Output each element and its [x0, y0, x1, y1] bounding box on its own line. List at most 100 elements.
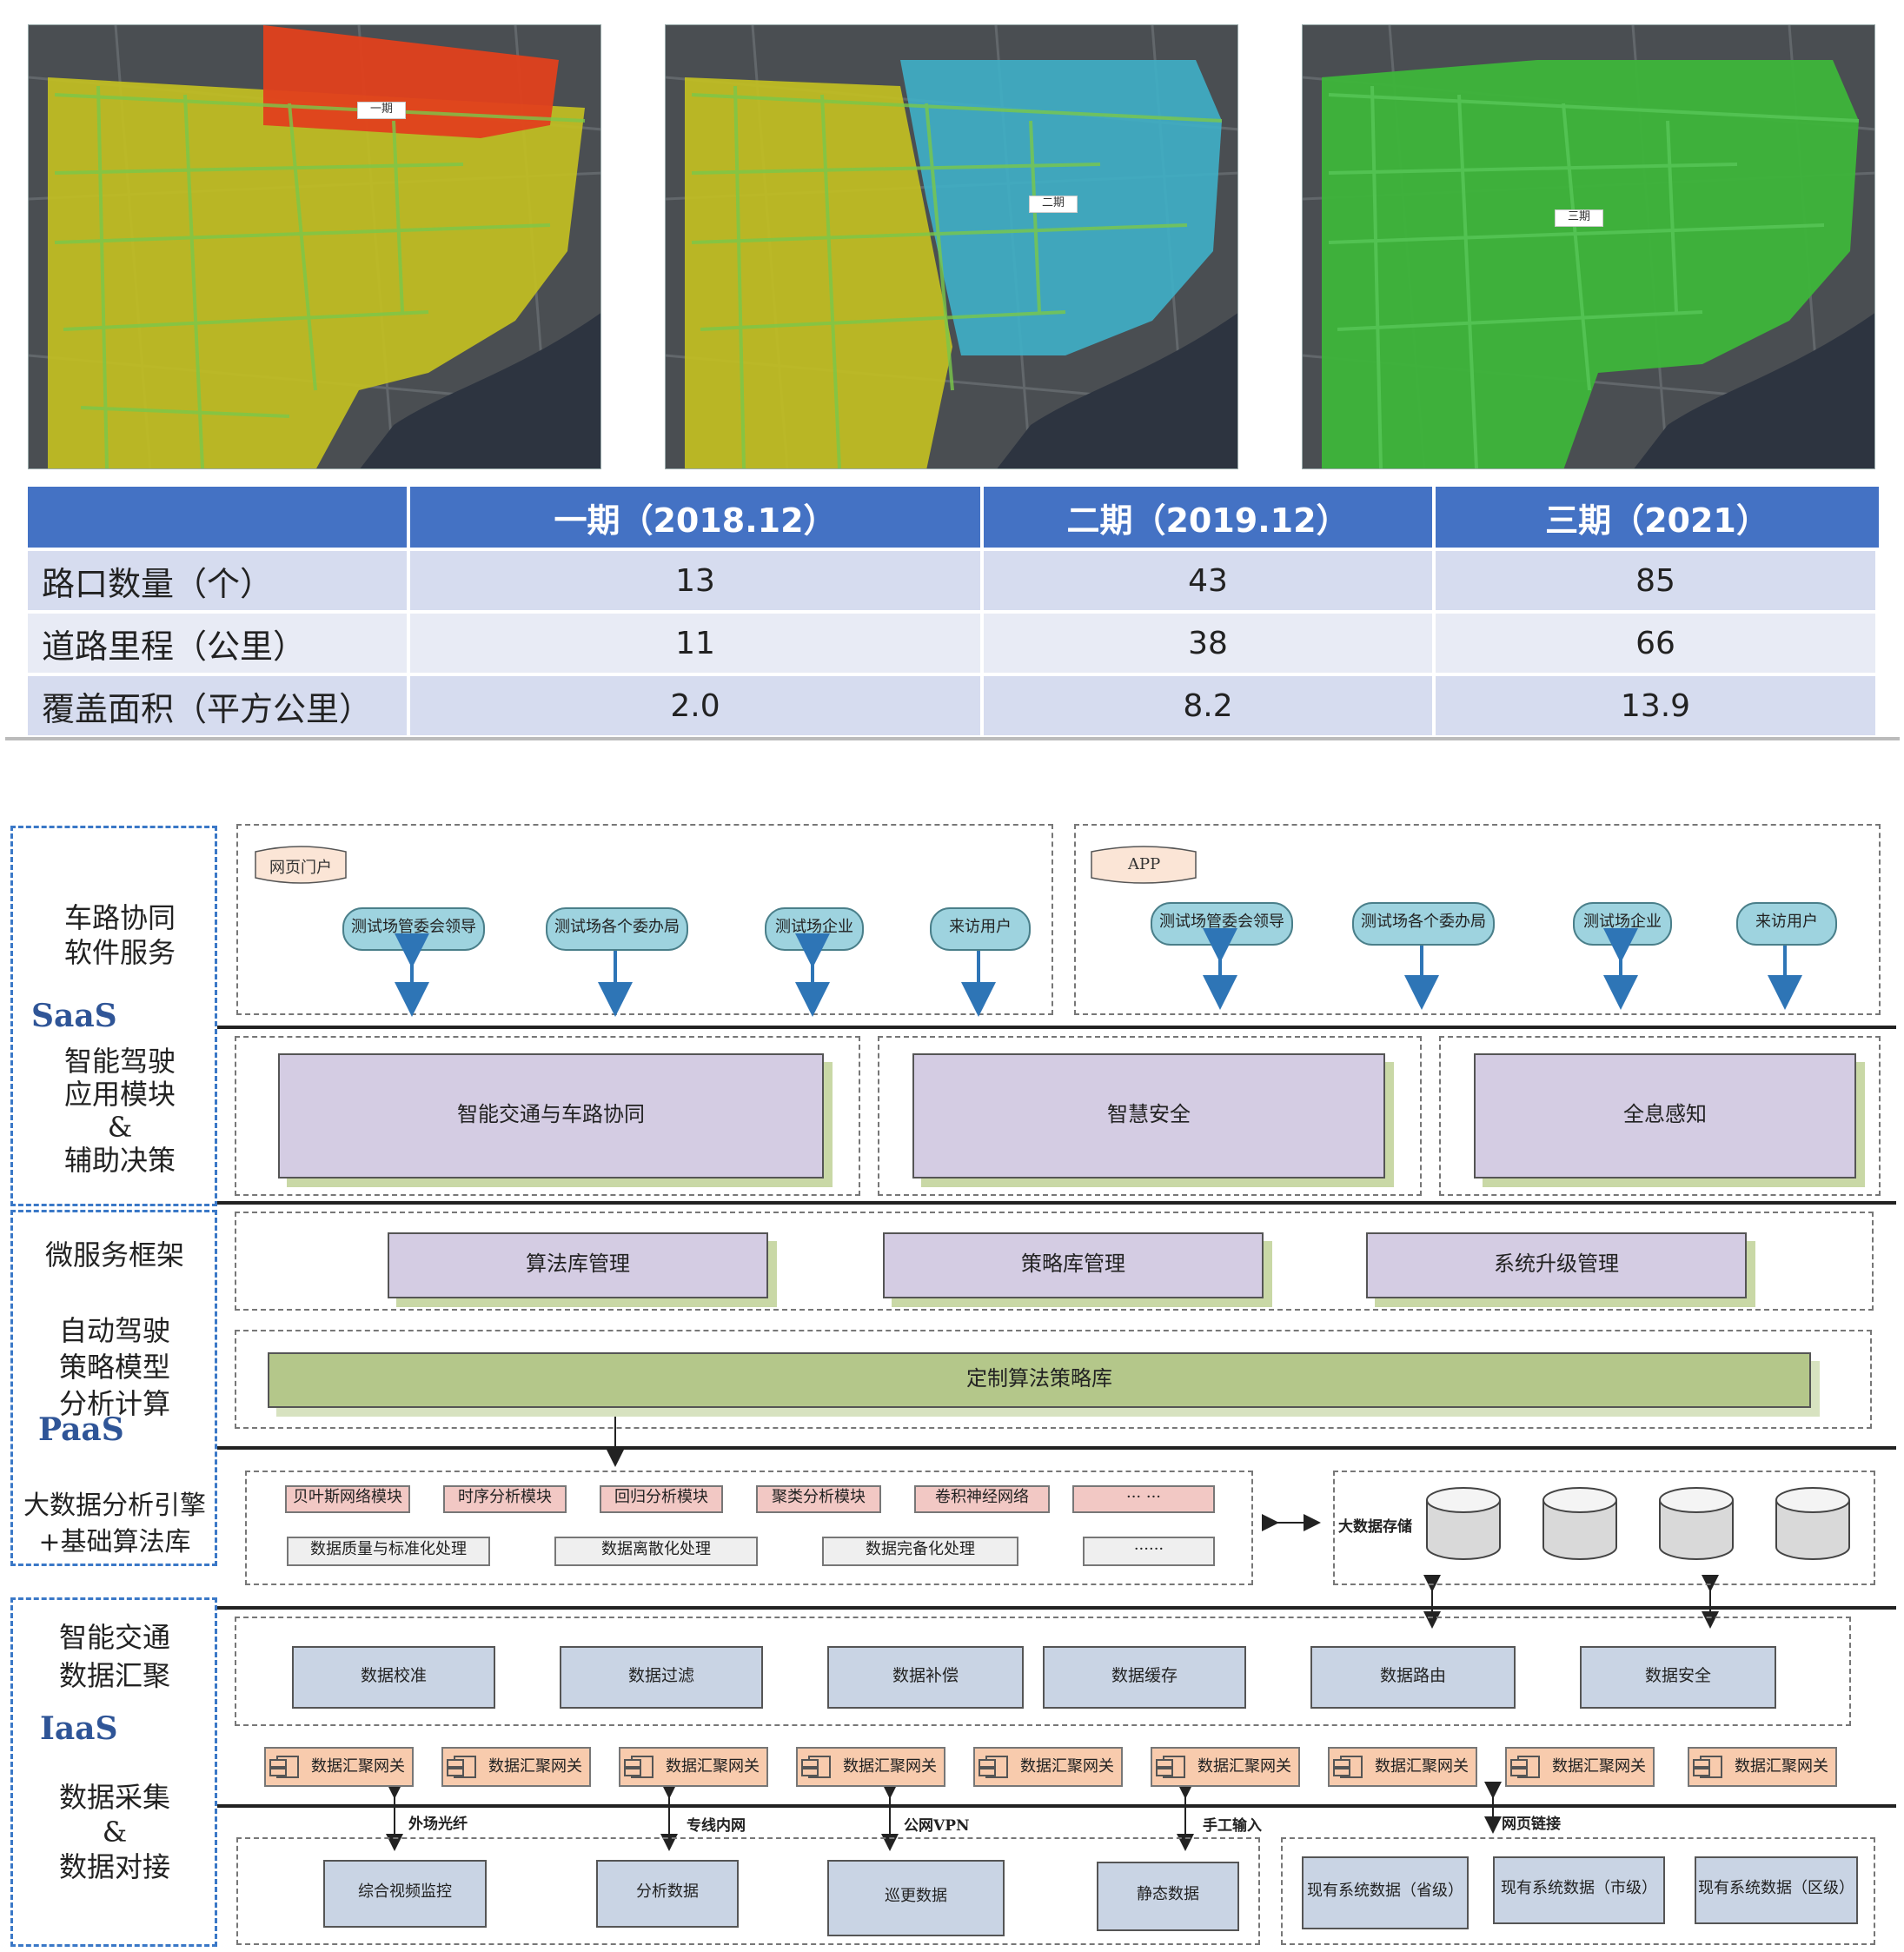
database-icon: [1426, 1487, 1501, 1560]
database-icon: [1542, 1487, 1617, 1560]
gateway-label: 数据汇聚网关: [1197, 1757, 1291, 1776]
web-portal-box: [236, 824, 1053, 1015]
gateway-label: 数据汇聚网关: [1020, 1757, 1114, 1776]
edge-label: 外场光纤: [408, 1816, 468, 1833]
storage-label: 大数据存储: [1338, 1518, 1412, 1536]
data-service-group: [235, 1617, 1851, 1726]
analysis-module: 回归分析模块: [600, 1485, 723, 1513]
component-icon: [801, 1756, 831, 1778]
gateway-label: 数据汇聚网关: [1375, 1757, 1469, 1776]
gateway: 数据汇聚网关: [264, 1747, 414, 1787]
table-row: 覆盖面积（平方公里） 2.0 8.2 13.9: [28, 676, 1879, 735]
separator-line: [217, 1446, 1896, 1450]
map-phase-1: 一期: [28, 24, 601, 469]
paas-top-text: 微服务框架: [44, 1238, 184, 1271]
table-header-cell: [28, 487, 410, 548]
edge-label: 手工输入: [1203, 1817, 1262, 1835]
phase-marker: 二期: [1029, 196, 1078, 213]
iaas-top-text: 智能交通 数据汇聚: [58, 1621, 170, 1692]
analysis-module: 时序分析模块: [443, 1485, 567, 1513]
gateway-label: 数据汇聚网关: [311, 1757, 405, 1776]
data-service: 数据补偿: [827, 1646, 1024, 1709]
gateway-label: 数据汇聚网关: [1552, 1757, 1646, 1776]
data-source: 静态数据: [1097, 1862, 1239, 1931]
database-icon: [1775, 1487, 1850, 1560]
app-portal-box: [1074, 824, 1881, 1015]
table-cell: 13.9: [1436, 676, 1879, 735]
phase-marker: 一期: [357, 102, 406, 119]
edge-label: 网页链接: [1502, 1816, 1561, 1833]
map-phase-2: 二期: [665, 24, 1238, 469]
data-service: 数据过滤: [560, 1646, 763, 1709]
data-source: 分析数据: [596, 1860, 739, 1928]
saas-label: SaaS: [31, 998, 117, 1034]
component-icon: [1333, 1756, 1363, 1778]
table-header-cell: 一期（2018.12）: [410, 487, 984, 548]
data-source: 综合视频监控: [323, 1860, 487, 1928]
app-module: 智能交通与车路协同: [278, 1053, 824, 1179]
gateway: 数据汇聚网关: [441, 1747, 591, 1787]
user-pill: 来访用户: [930, 907, 1031, 951]
gateway: 数据汇聚网关: [1328, 1747, 1477, 1787]
app-module: 智慧安全: [912, 1053, 1385, 1179]
gateway: 数据汇聚网关: [973, 1747, 1123, 1787]
gateway: 数据汇聚网关: [796, 1747, 945, 1787]
table-cell: 11: [410, 614, 984, 673]
source-group: [236, 1837, 1260, 1945]
separator-line: [217, 1606, 1896, 1610]
analysis-module: 卷积神经网络: [914, 1485, 1050, 1513]
table-row: 道路里程（公里） 11 38 66: [28, 614, 1879, 673]
mgmt-module: 系统升级管理: [1366, 1232, 1747, 1298]
data-service: 数据校准: [292, 1646, 495, 1709]
processing-module: 数据离散化处理: [554, 1537, 758, 1566]
separator-line: [217, 1201, 1896, 1205]
table-cell: 38: [984, 614, 1436, 673]
web-portal-label: 网页门户: [269, 859, 332, 877]
gateway-label: 数据汇聚网关: [488, 1757, 582, 1776]
separator-line: [217, 1804, 1896, 1808]
custom-algorithm-library: 定制算法策略库: [268, 1352, 1811, 1408]
paas-mid-text: 自动驾驶 策略模型 分析计算: [58, 1314, 170, 1420]
table-shadow: [5, 737, 1900, 740]
existing-system: 现有系统数据（市级）: [1493, 1856, 1665, 1924]
table-header-cell: 二期（2019.12）: [984, 487, 1436, 548]
gateway-label: 数据汇聚网关: [843, 1757, 937, 1776]
app-module: 全息感知: [1474, 1053, 1856, 1179]
saas-top-text: 车路协同 软件服务: [63, 901, 176, 969]
data-service: 数据路由: [1310, 1646, 1516, 1709]
mgmt-group: [235, 1212, 1874, 1311]
mgmt-module: 算法库管理: [388, 1232, 768, 1298]
mgmt-module: 策略库管理: [883, 1232, 1264, 1298]
analysis-module: 聚类分析模块: [756, 1485, 881, 1513]
edge-label: 专线内网: [687, 1817, 746, 1835]
gateway: 数据汇聚网关: [1505, 1747, 1655, 1787]
processing-module: ······: [1083, 1537, 1215, 1566]
table-cell: 85: [1436, 551, 1879, 610]
row-label: 覆盖面积（平方公里）: [28, 676, 410, 735]
table-cell: 2.0: [410, 676, 984, 735]
gateway: 数据汇聚网关: [1688, 1747, 1837, 1787]
app-portal-flag: APP: [1090, 845, 1197, 885]
data-service: 数据缓存: [1043, 1646, 1246, 1709]
app-portal-label: APP: [1128, 855, 1161, 873]
table-header-row: 一期（2018.12） 二期（2019.12） 三期（2021）: [28, 487, 1879, 548]
app-module-group: [1439, 1036, 1881, 1196]
row-label: 路口数量（个）: [28, 551, 410, 610]
phase-marker: 三期: [1555, 209, 1603, 227]
map-phase-3: 三期: [1302, 24, 1875, 469]
user-pill: 测试场各个委办局: [1352, 902, 1495, 946]
saas-bottom-text: 智能驾驶 应用模块 & 辅助决策: [63, 1045, 176, 1177]
component-icon: [1156, 1756, 1185, 1778]
table-cell: 8.2: [984, 676, 1436, 735]
existing-system: 现有系统数据（区级）: [1695, 1856, 1858, 1924]
analysis-module: 贝叶斯网络模块: [285, 1485, 410, 1513]
row-label: 道路里程（公里）: [28, 614, 410, 673]
analysis-module: ··· ···: [1072, 1485, 1215, 1513]
existing-system-group: [1281, 1837, 1875, 1945]
storage-group: [1333, 1471, 1875, 1585]
phase-table: 一期（2018.12） 二期（2019.12） 三期（2021） 路口数量（个）…: [28, 483, 1879, 739]
processing-module: 数据质量与标准化处理: [287, 1537, 490, 1566]
app-module-group: [878, 1036, 1422, 1196]
table-header-cell: 三期（2021）: [1436, 487, 1879, 548]
